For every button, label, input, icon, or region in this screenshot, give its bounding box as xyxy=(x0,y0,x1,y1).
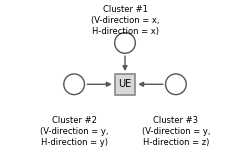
Circle shape xyxy=(64,74,84,95)
Text: Cluster #1
(V-direction = x,
H-direction = x): Cluster #1 (V-direction = x, H-direction… xyxy=(91,5,159,36)
FancyBboxPatch shape xyxy=(115,74,135,95)
Text: Cluster #2
(V-direction = y,
H-direction = y): Cluster #2 (V-direction = y, H-direction… xyxy=(40,116,108,147)
Circle shape xyxy=(166,74,186,95)
Circle shape xyxy=(115,33,135,53)
Text: Cluster #3
(V-direction = y,
H-direction = z): Cluster #3 (V-direction = y, H-direction… xyxy=(142,116,210,147)
Text: UE: UE xyxy=(118,79,132,89)
